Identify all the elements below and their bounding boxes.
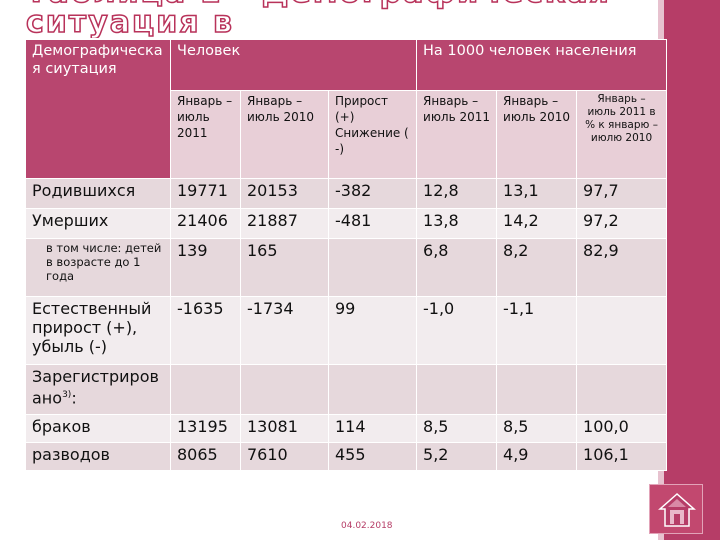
cell <box>327 238 418 297</box>
cell <box>416 364 498 415</box>
cell: 97,7 <box>576 178 668 209</box>
home-icon <box>658 492 696 527</box>
row-label: разводов <box>25 442 171 471</box>
cell: 14,2 <box>496 208 578 239</box>
cell: 455 <box>327 442 418 471</box>
table-row: браков 13195 13081 114 8,5 8,5 100,0 <box>25 414 668 443</box>
subheader-change: Прирост (+) Снижение ( -) <box>327 90 418 179</box>
cell: 106,1 <box>576 442 668 471</box>
cell <box>576 364 668 415</box>
header-per-1000: На 1000 человек населения <box>416 39 668 91</box>
footnote-mark: 3) <box>62 390 72 400</box>
cell: 82,9 <box>576 238 668 297</box>
row-label: браков <box>25 414 171 443</box>
cell: 19771 <box>170 178 241 209</box>
subheader-jan-jul-2010: Январь – июль 2010 <box>240 90 329 179</box>
cell: -481 <box>327 208 418 239</box>
table-row: разводов 8065 7610 455 5,2 4,9 106,1 <box>25 442 668 471</box>
cell: 165 <box>240 238 329 297</box>
cell: -382 <box>327 178 418 209</box>
subheader-rate-2011: Январь – июль 2011 <box>416 90 498 179</box>
cell <box>170 364 241 415</box>
row-label: Естественный прирост (+), убыль (-) <box>25 296 171 365</box>
cell: 7610 <box>240 442 329 471</box>
cell: 20153 <box>240 178 329 209</box>
cell: 21406 <box>170 208 241 239</box>
subheader-jan-jul-2011: Январь – июль 2011 <box>170 90 241 179</box>
cell: 4,9 <box>496 442 578 471</box>
cell: -1,1 <box>496 296 578 365</box>
cell: 5,2 <box>416 442 498 471</box>
table-row: Умерших 21406 21887 -481 13,8 14,2 97,2 <box>25 208 668 239</box>
row-label: в том числе: детей в возрасте до 1 года <box>25 238 171 297</box>
cell: 12,8 <box>416 178 498 209</box>
cell: -1,0 <box>416 296 498 365</box>
cell <box>240 364 329 415</box>
demographic-table: Демографическая сиутация Человек На 1000… <box>25 39 668 471</box>
cell: 8,5 <box>416 414 498 443</box>
cell: 13081 <box>240 414 329 443</box>
row-label: Умерших <box>25 208 171 239</box>
slide-date: 04.02.2018 <box>341 521 393 531</box>
table-row: в том числе: детей в возрасте до 1 года … <box>25 238 668 297</box>
cell: 99 <box>327 296 418 365</box>
cell <box>496 364 578 415</box>
table-row: Естественный прирост (+), убыль (-) -163… <box>25 296 668 365</box>
cell: 139 <box>170 238 241 297</box>
row-label: Родившихся <box>25 178 171 209</box>
cell <box>327 364 418 415</box>
subheader-rate-2010: Январь – июль 2010 <box>496 90 578 179</box>
cell <box>576 296 668 365</box>
cell: 97,2 <box>576 208 668 239</box>
cell: 100,0 <box>576 414 668 443</box>
cell: 13195 <box>170 414 241 443</box>
cell: 21887 <box>240 208 329 239</box>
header-persons: Человек <box>169 39 418 91</box>
cell: 8065 <box>170 442 241 471</box>
subheader-percent: Январь – июль 2011 в % к январю – июлю 2… <box>576 90 668 179</box>
cell: 13,1 <box>496 178 578 209</box>
table-row: Зарегистрировано3): <box>25 364 668 415</box>
cell: -1635 <box>170 296 241 365</box>
cell: 8,2 <box>496 238 578 297</box>
cell: 114 <box>327 414 418 443</box>
table-row: Родившихся 19771 20153 -382 12,8 13,1 97… <box>25 178 668 209</box>
cell: 8,5 <box>496 414 578 443</box>
header-indicator: Демографическая сиутация <box>25 39 171 179</box>
cell: -1734 <box>240 296 329 365</box>
side-bar <box>664 0 720 540</box>
cell: 13,8 <box>416 208 498 239</box>
home-button[interactable] <box>649 484 703 534</box>
cell: 6,8 <box>416 238 498 297</box>
row-label: Зарегистрировано3): <box>25 364 171 415</box>
slide-title: Таблица 1 - Демографическая ситуация в Н… <box>25 0 609 38</box>
